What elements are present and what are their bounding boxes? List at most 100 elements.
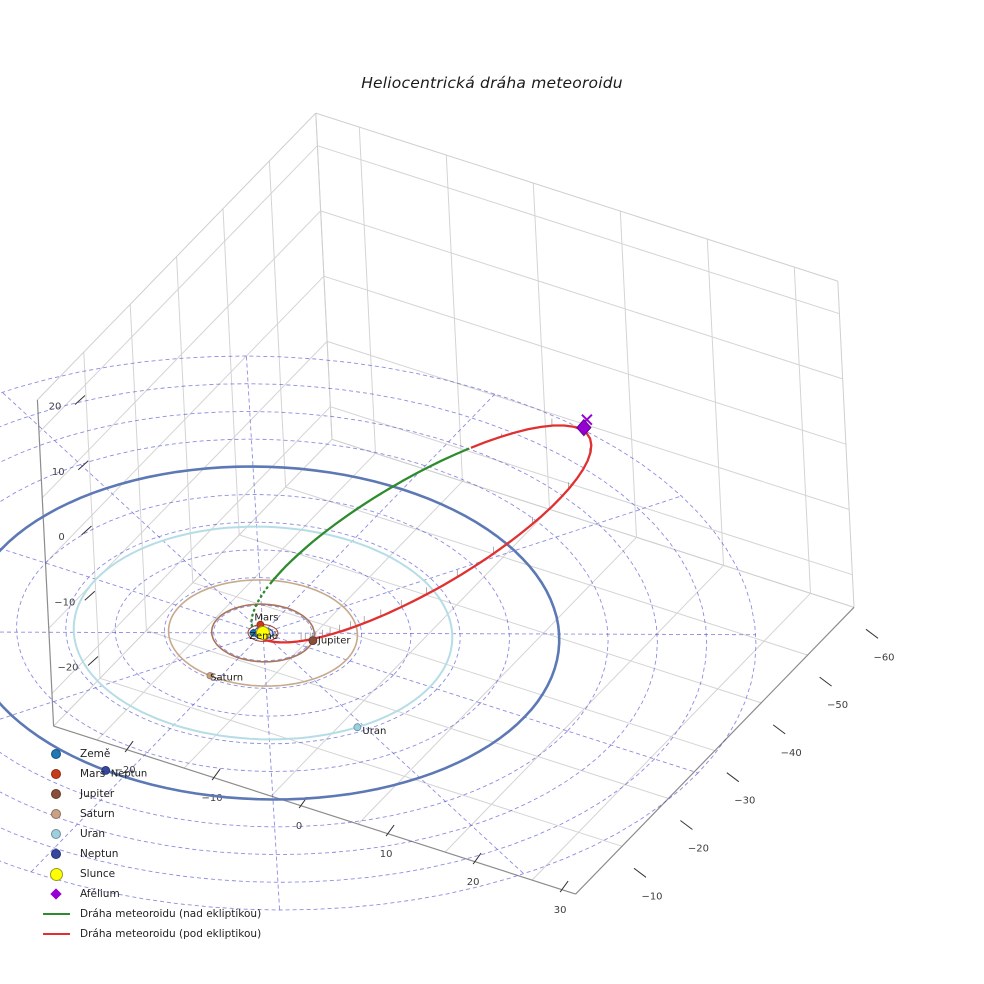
y-tick-label: −10 bbox=[641, 891, 662, 902]
y-tick-mark bbox=[772, 724, 786, 735]
right-wall-gridline bbox=[323, 275, 847, 445]
x-tick-mark bbox=[385, 824, 395, 837]
ecliptic-grid-radial bbox=[262, 632, 756, 636]
legend-marker-box bbox=[42, 829, 70, 839]
legend-marker-box bbox=[42, 749, 70, 759]
planet-marker-neptun bbox=[101, 766, 111, 775]
box-edge bbox=[315, 113, 333, 440]
ecliptic-grid-circle bbox=[16, 494, 510, 772]
legend-label: Uran bbox=[80, 828, 106, 840]
z-tick-label: −10 bbox=[54, 597, 75, 608]
draha-pod-legend-line-icon bbox=[42, 933, 70, 935]
legend-marker-box bbox=[42, 789, 70, 799]
ecliptic-grid-radial bbox=[262, 632, 525, 875]
x-tick-label: −20 bbox=[115, 765, 136, 776]
box-edge bbox=[53, 438, 333, 727]
box-edge bbox=[837, 281, 855, 608]
legend-label: Dráha meteoroidu (pod ekliptikou) bbox=[80, 928, 262, 940]
ecliptic-grid-circle bbox=[0, 355, 757, 911]
saturn-legend-marker-icon bbox=[51, 809, 61, 819]
legend-marker-box bbox=[42, 769, 70, 779]
left-wall-gridline bbox=[51, 406, 331, 694]
legend-marker-box bbox=[42, 809, 70, 819]
y-axis-spine bbox=[575, 606, 855, 895]
legend-item-draha-pod: Dráha meteoroidu (pod ekliptikou) bbox=[42, 924, 261, 944]
box-edge bbox=[331, 438, 855, 608]
planet-marker-jupiter bbox=[308, 636, 318, 645]
z-tick-mark bbox=[84, 590, 96, 601]
z-tick-mark bbox=[81, 525, 92, 536]
orbit-uran bbox=[72, 525, 454, 741]
aphelion-diamond-marker bbox=[576, 418, 592, 437]
x-tick-label: −10 bbox=[202, 793, 223, 804]
mars-legend-marker-icon bbox=[51, 769, 61, 779]
y-tick-mark bbox=[726, 772, 740, 783]
planet-label-saturn: Saturn bbox=[210, 673, 243, 684]
y-tick-label: −20 bbox=[688, 844, 709, 855]
planet-label-jupiter: Jupiter bbox=[317, 636, 351, 647]
y-tick-mark bbox=[865, 628, 879, 639]
planet-label-uran: Uran bbox=[362, 726, 386, 737]
left-wall-gridline bbox=[38, 145, 318, 433]
left-wall-gridline bbox=[45, 275, 325, 564]
y-tick-label: −60 bbox=[873, 652, 894, 663]
legend-marker-box bbox=[42, 888, 70, 900]
neptun-legend-marker-icon bbox=[51, 849, 61, 859]
legend-marker-box bbox=[42, 913, 70, 915]
z-tick-label: −20 bbox=[57, 663, 78, 674]
x-tick-mark bbox=[472, 852, 482, 865]
ecliptic-grid-circle bbox=[0, 410, 658, 856]
legend-marker-box bbox=[42, 849, 70, 859]
legend-item-afelium: Afélium bbox=[42, 884, 261, 904]
legend: Země Mars Jupiter Saturn Uran Neptun Slunce Afé… bbox=[42, 744, 261, 944]
x-tick-label: 30 bbox=[554, 905, 567, 916]
planet-label-mars: Mars bbox=[254, 613, 278, 624]
ecliptic-grid-radial bbox=[262, 495, 682, 634]
planet-marker-uran bbox=[353, 723, 362, 732]
ecliptic-grid-radial bbox=[0, 631, 264, 634]
chart-title: Heliocentrická dráha meteoroidu bbox=[361, 74, 623, 92]
legend-item-jupiter: Jupiter bbox=[42, 784, 261, 804]
x-tick-label: 0 bbox=[296, 821, 302, 832]
legend-marker-box bbox=[42, 933, 70, 935]
ecliptic-grid-circle bbox=[213, 604, 313, 662]
legend-item-zeme: Země bbox=[42, 744, 261, 764]
ecliptic-grid-circle bbox=[114, 549, 412, 717]
legend-item-slunce: Slunce bbox=[42, 864, 261, 884]
ecliptic-grid-radial bbox=[262, 632, 281, 911]
x-tick-mark bbox=[559, 880, 569, 893]
legend-label: Mars bbox=[80, 768, 106, 780]
legend-label: Slunce bbox=[80, 868, 116, 880]
legend-item-neptun: Neptun bbox=[42, 844, 261, 864]
draha-nad-legend-line-icon bbox=[42, 913, 70, 915]
y-tick-label: −40 bbox=[781, 748, 802, 759]
ecliptic-grid-radial bbox=[245, 355, 264, 634]
y-tick-label: −50 bbox=[827, 700, 848, 711]
orbit-jupiter bbox=[210, 603, 316, 663]
sun-marker bbox=[256, 626, 270, 640]
z-tick-label: 0 bbox=[58, 532, 64, 543]
z-tick-mark bbox=[74, 395, 86, 405]
floor-gridline bbox=[192, 582, 715, 752]
x-axis-spine bbox=[53, 725, 576, 895]
jupiter-legend-marker-icon bbox=[51, 789, 61, 799]
box-edge bbox=[37, 112, 317, 401]
legend-label: Země bbox=[80, 748, 111, 760]
legend-label: Afélium bbox=[80, 888, 120, 900]
ecliptic-grid-circle bbox=[0, 383, 708, 883]
orbit-neptun bbox=[0, 465, 561, 801]
planet-marker-saturn bbox=[206, 672, 214, 680]
legend-item-saturn: Saturn bbox=[42, 804, 261, 824]
legend-item-uran: Uran bbox=[42, 824, 261, 844]
ecliptic-grid-radial bbox=[262, 632, 699, 774]
left-wall-gridline bbox=[41, 210, 321, 499]
floor-gridline bbox=[146, 630, 669, 799]
planet-label-neptun: Neptun bbox=[111, 768, 148, 779]
meteoroid-path-below bbox=[258, 424, 593, 644]
ecliptic-grid-radial bbox=[0, 632, 264, 720]
legend-label: Jupiter bbox=[80, 788, 115, 800]
z-tick-mark bbox=[87, 656, 99, 666]
zeme-legend-marker-icon bbox=[51, 749, 61, 759]
